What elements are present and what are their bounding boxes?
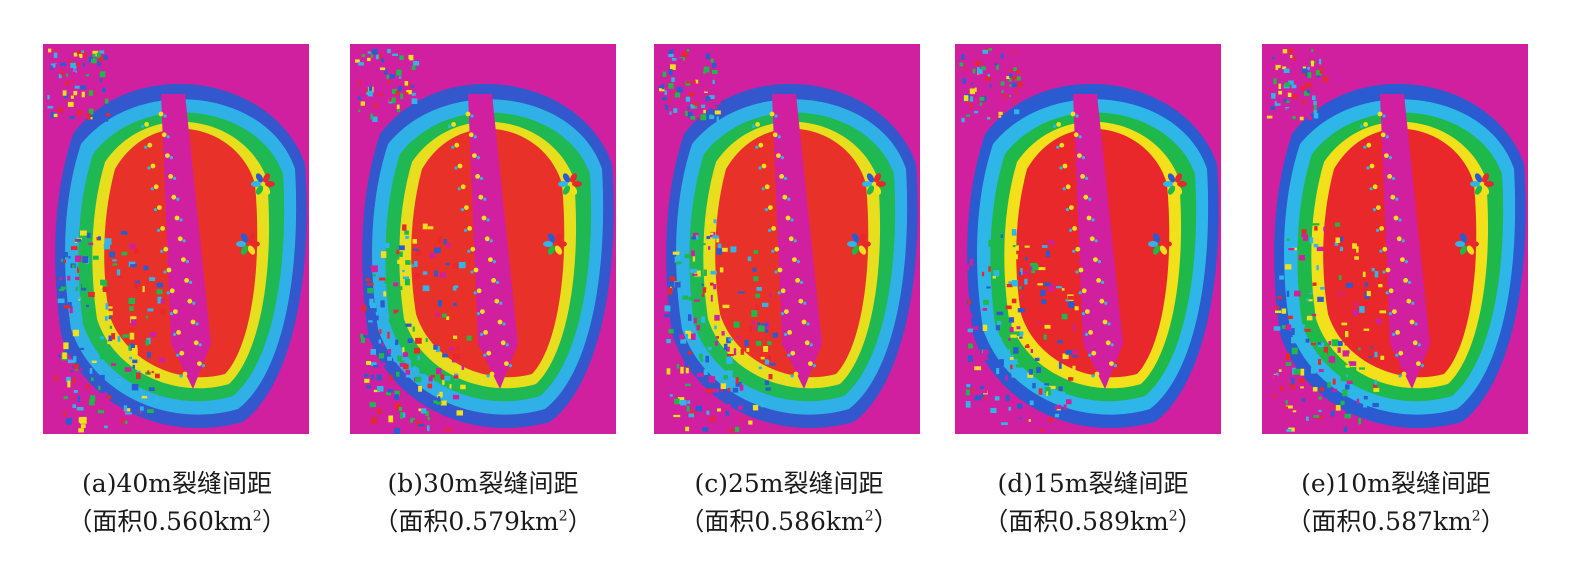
pressure-field-svg bbox=[350, 44, 616, 434]
fracture-map-image bbox=[1262, 44, 1528, 434]
pressure-field-svg bbox=[1262, 44, 1528, 434]
panel-b: (b)30m裂缝间距 （面积0.579km2） bbox=[333, 0, 633, 567]
caption-area: （面积0.586km2） bbox=[679, 507, 899, 536]
caption-label: (c)25m裂缝间距 bbox=[694, 469, 884, 498]
caption-label: (a)40m裂缝间距 bbox=[82, 469, 272, 498]
panel-c: (c)25m裂缝间距 （面积0.586km2） bbox=[639, 0, 939, 567]
caption-label: (b)30m裂缝间距 bbox=[387, 469, 579, 498]
caption: (c)25m裂缝间距 （面积0.586km2） bbox=[639, 465, 939, 541]
panel-a: (a)40m裂缝间距 （面积0.560km2） bbox=[27, 0, 327, 567]
caption-label: (e)10m裂缝间距 bbox=[1301, 469, 1491, 498]
fracture-map-image bbox=[955, 44, 1221, 434]
fracture-map-image bbox=[654, 44, 920, 434]
pressure-field-svg bbox=[654, 44, 920, 434]
pressure-field-svg bbox=[43, 44, 309, 434]
caption-area: （面积0.579km2） bbox=[373, 507, 593, 536]
fracture-map-image bbox=[43, 44, 309, 434]
caption: (e)10m裂缝间距 （面积0.587km2） bbox=[1246, 465, 1546, 541]
caption-area: （面积0.560km2） bbox=[67, 507, 287, 536]
fracture-map-image bbox=[350, 44, 616, 434]
caption: (d)15m裂缝间距 （面积0.589km2） bbox=[943, 465, 1243, 541]
panel-d: (d)15m裂缝间距 （面积0.589km2） bbox=[943, 0, 1243, 567]
caption: (a)40m裂缝间距 （面积0.560km2） bbox=[27, 465, 327, 541]
pressure-field-svg bbox=[955, 44, 1221, 434]
panel-e: (e)10m裂缝间距 （面积0.587km2） bbox=[1246, 0, 1546, 567]
caption-area: （面积0.587km2） bbox=[1286, 507, 1506, 536]
caption: (b)30m裂缝间距 （面积0.579km2） bbox=[333, 465, 633, 541]
caption-area: （面积0.589km2） bbox=[983, 507, 1203, 536]
caption-label: (d)15m裂缝间距 bbox=[997, 469, 1189, 498]
